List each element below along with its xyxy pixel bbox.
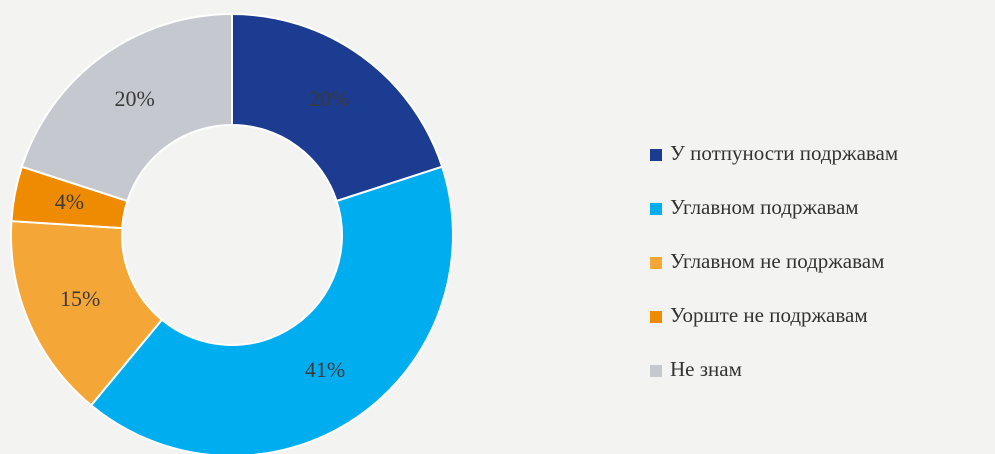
slice xyxy=(89,165,454,454)
legend-swatch xyxy=(650,203,662,215)
legend-label: Углавном подржавам xyxy=(670,195,859,219)
legend-swatch xyxy=(650,149,662,161)
data-label: 4% xyxy=(55,189,84,214)
data-label: 41% xyxy=(305,357,345,382)
legend-swatch xyxy=(650,257,662,269)
slice xyxy=(231,12,444,203)
data-label: 20% xyxy=(309,86,349,111)
legend-swatch xyxy=(650,311,662,323)
legend-label: Углавном не подржавам xyxy=(670,249,884,273)
data-label: 20% xyxy=(115,86,155,111)
legend-swatch xyxy=(650,365,662,377)
slice xyxy=(20,12,233,203)
data-label: 15% xyxy=(60,286,100,311)
legend-label: Не знам xyxy=(670,357,742,381)
legend-label: Уорште не подржавам xyxy=(670,303,868,327)
slice xyxy=(10,220,164,407)
legend-label: У потпуности подржавам xyxy=(670,141,898,165)
